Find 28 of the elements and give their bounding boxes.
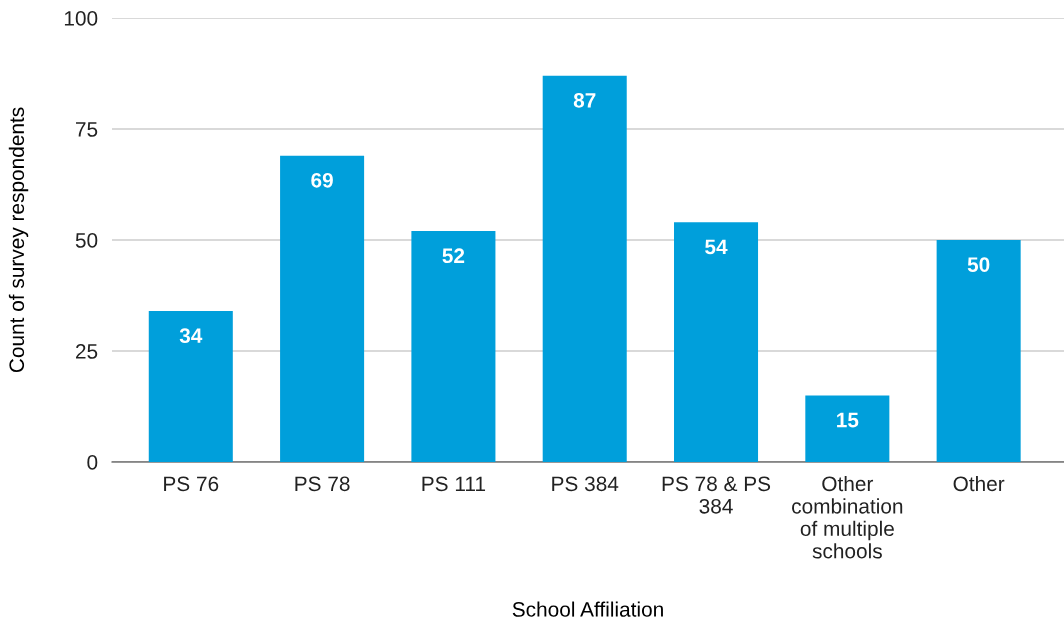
data-label: 54 — [705, 239, 728, 255]
bar — [805, 395, 890, 462]
y-tick-label: 50 — [75, 233, 98, 248]
x-tick-label: PS 384 — [552, 476, 619, 492]
x-axis-title: School Affiliation — [512, 601, 663, 617]
y-tick-label: 100 — [64, 11, 98, 26]
x-tick-label: PS 111 — [422, 476, 486, 492]
y-tick-label: 25 — [75, 344, 98, 359]
x-tick-label: Other — [953, 475, 1005, 492]
y-tick-label: 0 — [87, 455, 98, 470]
bar — [936, 240, 1021, 462]
data-label: 52 — [442, 248, 465, 264]
y-tick-label: 75 — [76, 122, 98, 137]
x-tick-label: PS 76 — [164, 476, 219, 492]
data-label: 34 — [179, 328, 203, 344]
bar — [148, 311, 233, 462]
bar — [411, 231, 496, 462]
x-tick-label: PS 78 & PS 384 — [662, 476, 771, 514]
x-tick-label: Other combination of multiple schools — [792, 475, 903, 559]
bar — [280, 155, 365, 462]
data-label: 50 — [967, 257, 990, 272]
data-label: 87 — [573, 92, 596, 108]
data-label: 15 — [837, 412, 859, 428]
x-tick-label: PS 78 — [295, 476, 350, 492]
bar — [542, 75, 627, 462]
y-axis-title: Count of survey respondents — [8, 107, 29, 373]
data-label: 69 — [311, 172, 333, 188]
bar — [674, 222, 759, 462]
